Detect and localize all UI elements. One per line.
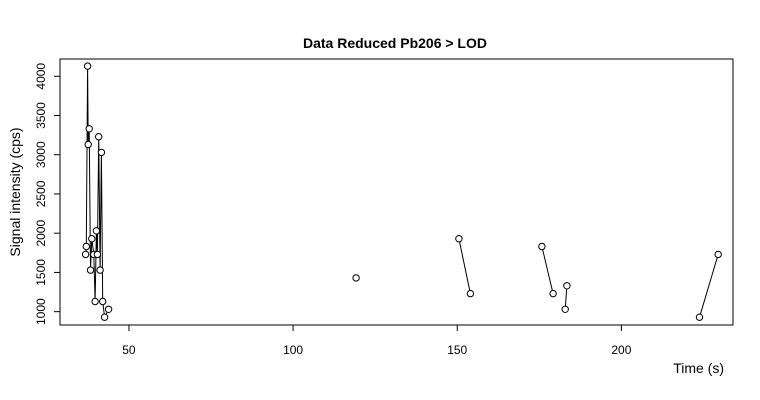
data-series [352, 274, 360, 282]
y-tick-label: 1000 [34, 298, 48, 325]
data-point [455, 235, 463, 243]
y-tick-label: 1500 [34, 259, 48, 286]
plot-frame [59, 58, 734, 326]
data-point [99, 297, 107, 306]
data-point [714, 250, 722, 259]
data-point [93, 250, 102, 259]
y-axis: 1000 1500 2000 2500 3000 3500 4000 [34, 63, 61, 325]
data-series [561, 282, 571, 313]
data-point [695, 313, 704, 321]
data-series [81, 62, 113, 321]
y-tick-label: 2500 [34, 180, 48, 207]
x-axis-label: Time (s) [673, 360, 724, 376]
x-tick-label: 100 [283, 343, 303, 357]
data-point [100, 313, 109, 321]
data-point [88, 235, 96, 243]
data-point [561, 305, 569, 313]
y-tick-label: 3000 [34, 141, 48, 168]
data-point [95, 133, 103, 141]
x-tick-label: 150 [447, 343, 467, 357]
data-point [352, 274, 360, 282]
x-tick-label: 50 [122, 343, 136, 357]
data-point [86, 266, 95, 274]
data-point [97, 148, 106, 157]
data-point [81, 250, 90, 259]
data-point [549, 289, 557, 298]
data-point [104, 305, 113, 313]
data-point [91, 297, 99, 306]
series-line [699, 254, 719, 318]
y-tick-label: 4000 [34, 63, 48, 90]
data-series [695, 250, 722, 321]
data-point [563, 282, 571, 290]
data-point [82, 242, 91, 251]
data-series [538, 242, 557, 298]
series-line [541, 246, 554, 294]
chart-title: Data Reduced Pb206 > LOD [303, 35, 487, 51]
data-point [96, 266, 104, 274]
y-tick-label: 3500 [34, 102, 48, 129]
data-point [466, 289, 475, 298]
series-line [458, 238, 471, 294]
x-axis: 50 100 150 200 [122, 324, 632, 357]
series-line [564, 285, 568, 310]
data-point [92, 227, 101, 235]
data-point [83, 62, 92, 70]
data-point [538, 242, 546, 251]
x-tick-label: 200 [611, 343, 631, 357]
data-point [85, 125, 93, 133]
series-layer [81, 62, 722, 321]
y-tick-label: 2000 [34, 220, 48, 247]
data-series [455, 235, 475, 298]
series-line [85, 66, 110, 319]
y-axis-label: Signal intensity (cps) [7, 127, 23, 256]
data-point [84, 140, 92, 149]
